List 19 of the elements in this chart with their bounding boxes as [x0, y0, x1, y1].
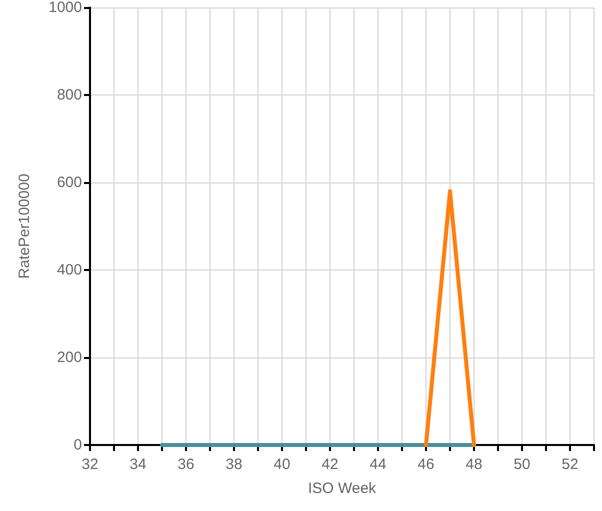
- x-tick-label: 50: [514, 456, 530, 473]
- x-tick-label: 34: [130, 456, 146, 473]
- x-tick-label: 32: [82, 456, 98, 473]
- y-tick-label: 1000: [48, 0, 82, 16]
- x-tick-label: 52: [562, 456, 578, 473]
- x-tick-label: 46: [418, 456, 434, 473]
- x-tick-label: 42: [322, 456, 338, 473]
- y-axis-title: RatePer100000: [16, 174, 33, 279]
- y-tick-label: 0: [74, 436, 82, 454]
- x-tick-label: 44: [370, 456, 386, 473]
- x-tick-label: 38: [226, 456, 242, 473]
- y-tick-label: 200: [56, 349, 82, 366]
- x-tick-label: 48: [466, 456, 482, 473]
- y-tick-label: 600: [56, 174, 82, 191]
- y-tick-label: 400: [56, 262, 82, 278]
- x-tick-label: 40: [274, 456, 290, 473]
- x-tick-label: 36: [178, 456, 194, 473]
- x-axis-title: ISO Week: [308, 480, 377, 497]
- y-tick-label: 800: [56, 86, 82, 104]
